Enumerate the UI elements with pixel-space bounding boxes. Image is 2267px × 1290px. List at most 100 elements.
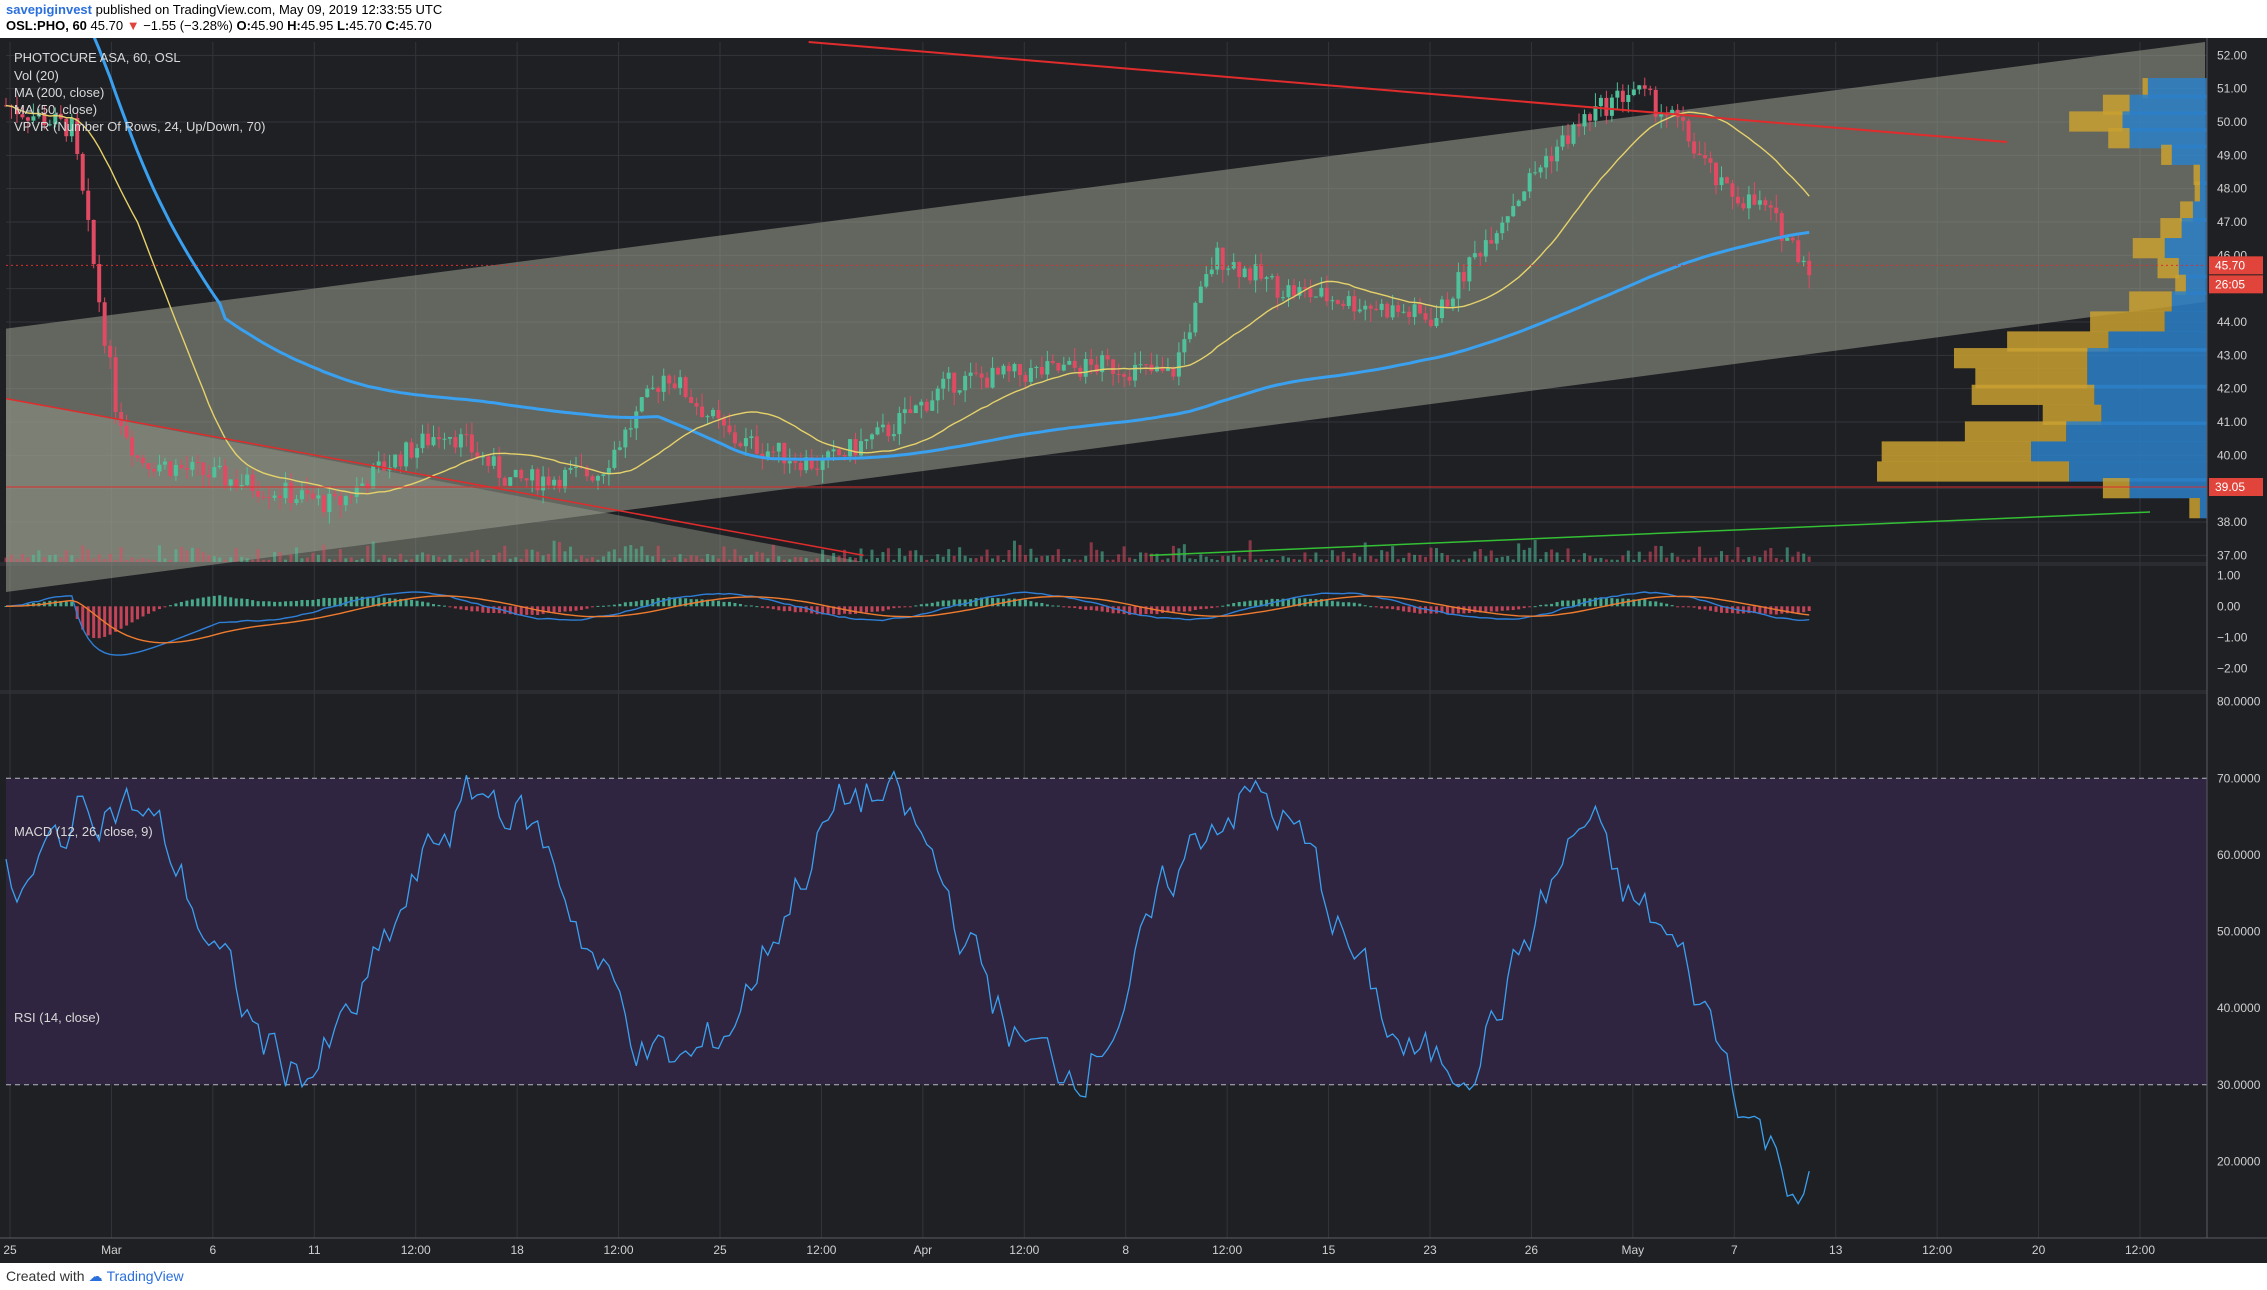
macd-histogram-bar <box>941 600 945 607</box>
volume-bar <box>9 554 13 562</box>
volume-bar <box>530 549 534 562</box>
candle-body <box>946 372 951 379</box>
macd-histogram-bar <box>579 606 583 610</box>
footer: Created with ☁ TradingView <box>6 1266 184 1286</box>
volume-bar <box>596 559 600 562</box>
macd-histogram-bar <box>859 606 863 613</box>
candle-body <box>546 476 551 486</box>
high-label: H: <box>287 18 301 33</box>
candle-body <box>321 495 326 513</box>
vpvr-down-bar <box>2102 478 2130 499</box>
macd-histogram-bar <box>1643 599 1647 607</box>
candle-body <box>1494 233 1499 244</box>
macd-histogram-bar <box>1084 606 1088 610</box>
macd-histogram-bar <box>892 606 896 609</box>
candle-body <box>475 452 480 457</box>
candle-body <box>1434 318 1439 326</box>
volume-bar <box>196 548 200 562</box>
volume-bar <box>1314 552 1318 562</box>
volume-bar <box>897 548 901 562</box>
candle-body <box>1319 287 1324 297</box>
vpvr-up-bar <box>2199 498 2207 519</box>
volume-bar <box>793 556 797 562</box>
candle-body <box>124 425 129 438</box>
volume-bar <box>1561 559 1565 562</box>
macd-histogram-bar <box>1577 599 1581 607</box>
candle-body <box>20 114 25 118</box>
legend-ma50: MA (50, close) <box>14 102 97 117</box>
macd-histogram-bar <box>185 600 189 607</box>
macd-histogram-bar <box>1670 605 1674 607</box>
volume-bar <box>1303 552 1307 562</box>
candle-body <box>732 432 737 444</box>
candle-body <box>1253 264 1258 281</box>
candle-body <box>31 116 36 121</box>
volume-bar <box>875 557 879 562</box>
volume-bar <box>1210 559 1214 562</box>
volume-bar <box>453 559 457 562</box>
macd-histogram-bar <box>1023 599 1027 607</box>
legend-title: PHOTOCURE ASA, 60, OSL <box>14 50 181 65</box>
vpvr-down-bar <box>1964 421 2067 442</box>
candle-body <box>206 474 211 478</box>
vpvr-up-bar <box>2066 421 2207 442</box>
volume-bar <box>1243 559 1247 562</box>
candle-body <box>848 439 853 457</box>
tradingview-brand[interactable]: TradingView <box>106 1268 184 1284</box>
volume-bar <box>662 558 666 562</box>
volume-bar <box>854 557 858 562</box>
volume-bar <box>185 550 189 562</box>
macd-histogram-bar <box>371 597 375 607</box>
candle-body <box>869 434 874 440</box>
rsi-pane <box>5 770 2207 1206</box>
candle-body <box>1467 257 1472 282</box>
volume-bar <box>1544 552 1548 562</box>
macd-histogram-bar <box>1555 602 1559 607</box>
macd-histogram-bar <box>273 601 277 607</box>
candle-body <box>1171 367 1176 377</box>
resistance-line <box>808 41 2008 143</box>
candle-body <box>1807 260 1812 276</box>
volume-bar <box>1297 559 1301 562</box>
macd-histogram-bar <box>881 606 885 612</box>
candle-body <box>1648 88 1653 90</box>
volume-bar <box>919 555 923 562</box>
macd-histogram-bar <box>1128 606 1132 615</box>
macd-histogram-bar <box>1341 602 1345 607</box>
close-label: C: <box>385 18 400 33</box>
volume-bar <box>1517 543 1521 562</box>
time-tick-label: 20 <box>2032 1243 2046 1257</box>
volume-bar <box>1528 547 1532 562</box>
candle-body <box>1774 207 1779 214</box>
candle-body <box>1154 366 1159 372</box>
candle-body <box>617 447 622 450</box>
volume-bar <box>1122 546 1126 562</box>
volume-bar <box>366 545 370 562</box>
candle-body <box>919 401 924 406</box>
volume-bar <box>1747 557 1751 562</box>
tradingview-logo-icon[interactable]: ☁ <box>88 1267 103 1284</box>
candle-body <box>513 469 518 478</box>
volume-bar <box>1741 559 1745 562</box>
price-tick-label: 51.00 <box>2217 82 2247 96</box>
macd-histogram-bar <box>1719 606 1723 613</box>
candle-body <box>1659 114 1664 117</box>
volume-bar <box>667 559 671 562</box>
vpvr-up-bar <box>2069 461 2207 482</box>
macd-histogram-bar <box>722 601 726 607</box>
candle-body <box>809 457 814 469</box>
volume-bar <box>1500 556 1504 562</box>
macd-histogram-bar <box>1281 598 1285 607</box>
volume-bar <box>1111 559 1115 562</box>
channel-band <box>6 42 2205 592</box>
candle-body <box>201 462 206 475</box>
time-tick-label: 7 <box>1731 1243 1738 1257</box>
candle-body <box>409 442 414 458</box>
chart-canvas[interactable]: 52.0051.0050.0049.0048.0047.0046.0045.00… <box>0 38 2267 1263</box>
volume-bar <box>870 549 874 562</box>
author-name[interactable]: savepiginvest <box>6 2 92 17</box>
candle-body <box>469 434 474 453</box>
volume-bar <box>42 557 46 562</box>
macd-histogram-bar <box>541 606 545 614</box>
candle-body <box>447 437 452 439</box>
